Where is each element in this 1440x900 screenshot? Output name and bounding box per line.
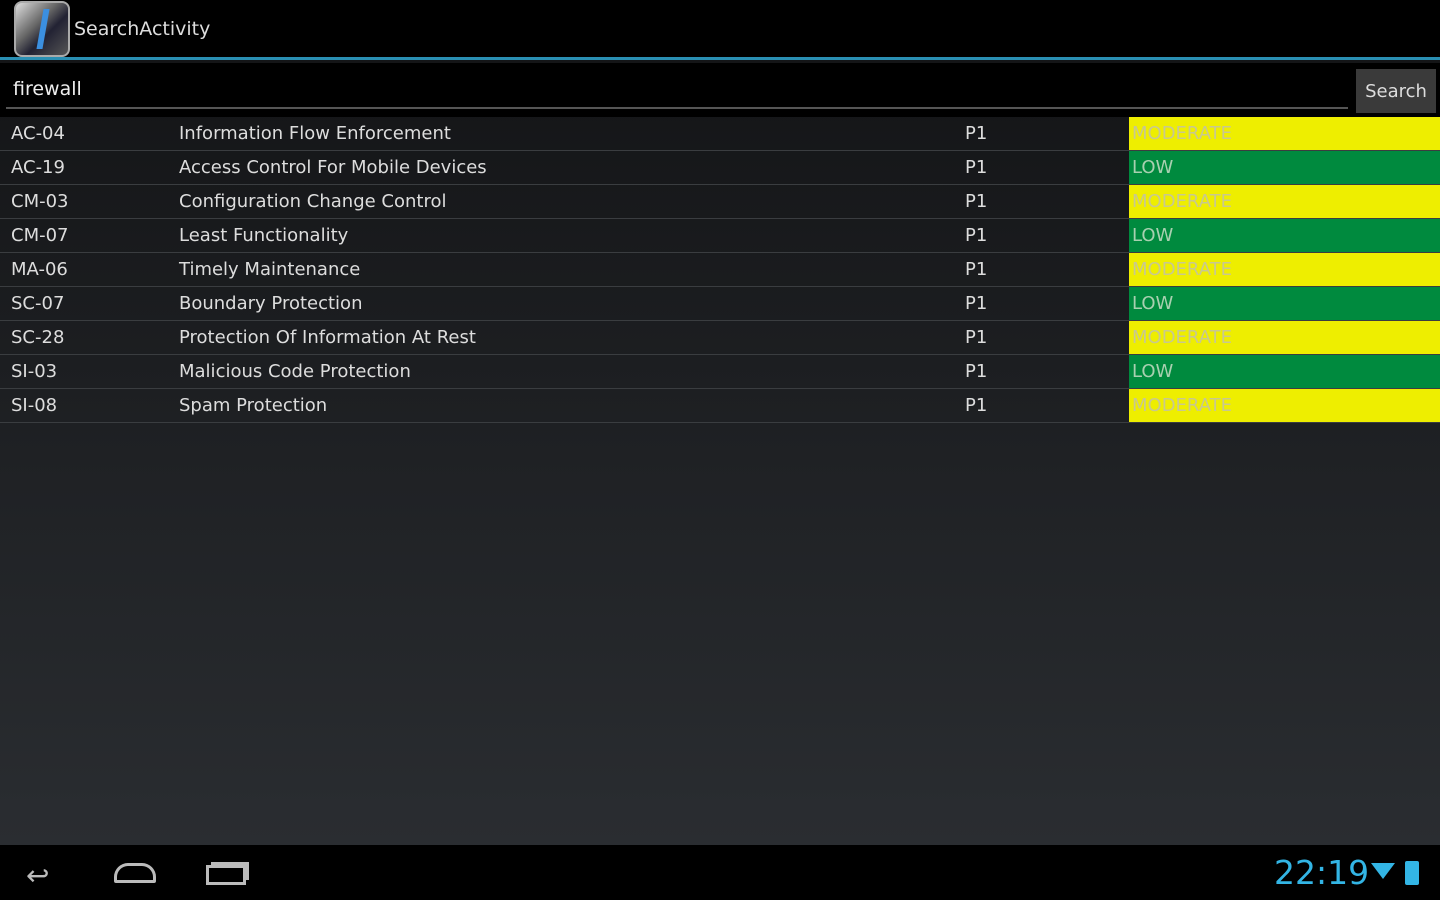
clock: 22:19	[1274, 853, 1370, 892]
control-name: Configuration Change Control	[179, 191, 447, 212]
app-title: SearchActivity	[74, 17, 211, 40]
control-id: AC-19	[11, 157, 65, 178]
control-id: CM-07	[11, 225, 69, 246]
table-row[interactable]: MA-06 Timely Maintenance P1 MODERATE	[0, 253, 1440, 287]
baseline-badge: MODERATE	[1129, 389, 1440, 422]
search-button[interactable]: Search	[1356, 69, 1436, 113]
home-icon[interactable]	[114, 863, 156, 883]
priority: P1	[965, 395, 988, 416]
table-row[interactable]: AC-04 Information Flow Enforcement P1 MODER…	[0, 117, 1440, 151]
control-id: SC-28	[11, 327, 65, 348]
control-id: MA-06	[11, 259, 68, 280]
search-input[interactable]	[6, 71, 1348, 109]
table-row[interactable]: SI-03 Malicious Code Protection P1 LOW	[0, 355, 1440, 389]
table-row[interactable]: AC-19 Access Control For Mobile Devices P1…	[0, 151, 1440, 185]
control-name: Timely Maintenance	[179, 259, 361, 280]
baseline-badge: LOW	[1129, 355, 1440, 388]
control-id: SI-08	[11, 395, 58, 416]
priority: P1	[965, 361, 988, 382]
baseline-badge: LOW	[1129, 151, 1440, 184]
control-name: Least Functionality	[179, 225, 349, 246]
table-row[interactable]: CM-03 Configuration Change Control P1 MODER…	[0, 185, 1440, 219]
control-name: Spam Protection	[179, 395, 328, 416]
baseline-badge: MODERATE	[1129, 185, 1440, 218]
control-name: Access Control For Mobile Devices	[179, 157, 487, 178]
app-icon[interactable]	[14, 0, 70, 57]
control-id: SC-07	[11, 293, 65, 314]
wifi-icon	[1371, 863, 1395, 879]
results-list: AC-04 Information Flow Enforcement P1 MODER…	[0, 117, 1440, 423]
control-name: Boundary Protection	[179, 293, 363, 314]
priority: P1	[965, 259, 988, 280]
control-id: CM-03	[11, 191, 69, 212]
control-id: SI-03	[11, 361, 58, 382]
control-name: Malicious Code Protection	[179, 361, 411, 382]
battery-icon	[1405, 861, 1419, 885]
table-row[interactable]: SC-07 Boundary Protection P1 LOW	[0, 287, 1440, 321]
table-row[interactable]: CM-07 Least Functionality P1 LOW	[0, 219, 1440, 253]
baseline-badge: LOW	[1129, 219, 1440, 252]
priority: P1	[965, 123, 988, 144]
priority: P1	[965, 327, 988, 348]
baseline-badge: MODERATE	[1129, 117, 1440, 150]
control-name: Protection Of Information At Rest	[179, 327, 476, 348]
priority: P1	[965, 157, 988, 178]
navigation-bar: ↩ 22:19	[0, 845, 1440, 900]
priority: P1	[965, 225, 988, 246]
table-row[interactable]: SC-28 Protection Of Information At Rest P1…	[0, 321, 1440, 355]
control-name: Information Flow Enforcement	[179, 123, 451, 144]
baseline-badge: MODERATE	[1129, 321, 1440, 354]
table-row[interactable]: SI-08 Spam Protection P1 MODERATE	[0, 389, 1440, 423]
recent-apps-icon[interactable]	[206, 865, 246, 885]
priority: P1	[965, 191, 988, 212]
search-row: Search	[0, 63, 1440, 117]
control-id: AC-04	[11, 123, 65, 144]
priority: P1	[965, 293, 988, 314]
action-bar: SearchActivity	[0, 0, 1440, 60]
baseline-badge: LOW	[1129, 287, 1440, 320]
back-icon[interactable]: ↩	[26, 859, 50, 892]
baseline-badge: MODERATE	[1129, 253, 1440, 286]
